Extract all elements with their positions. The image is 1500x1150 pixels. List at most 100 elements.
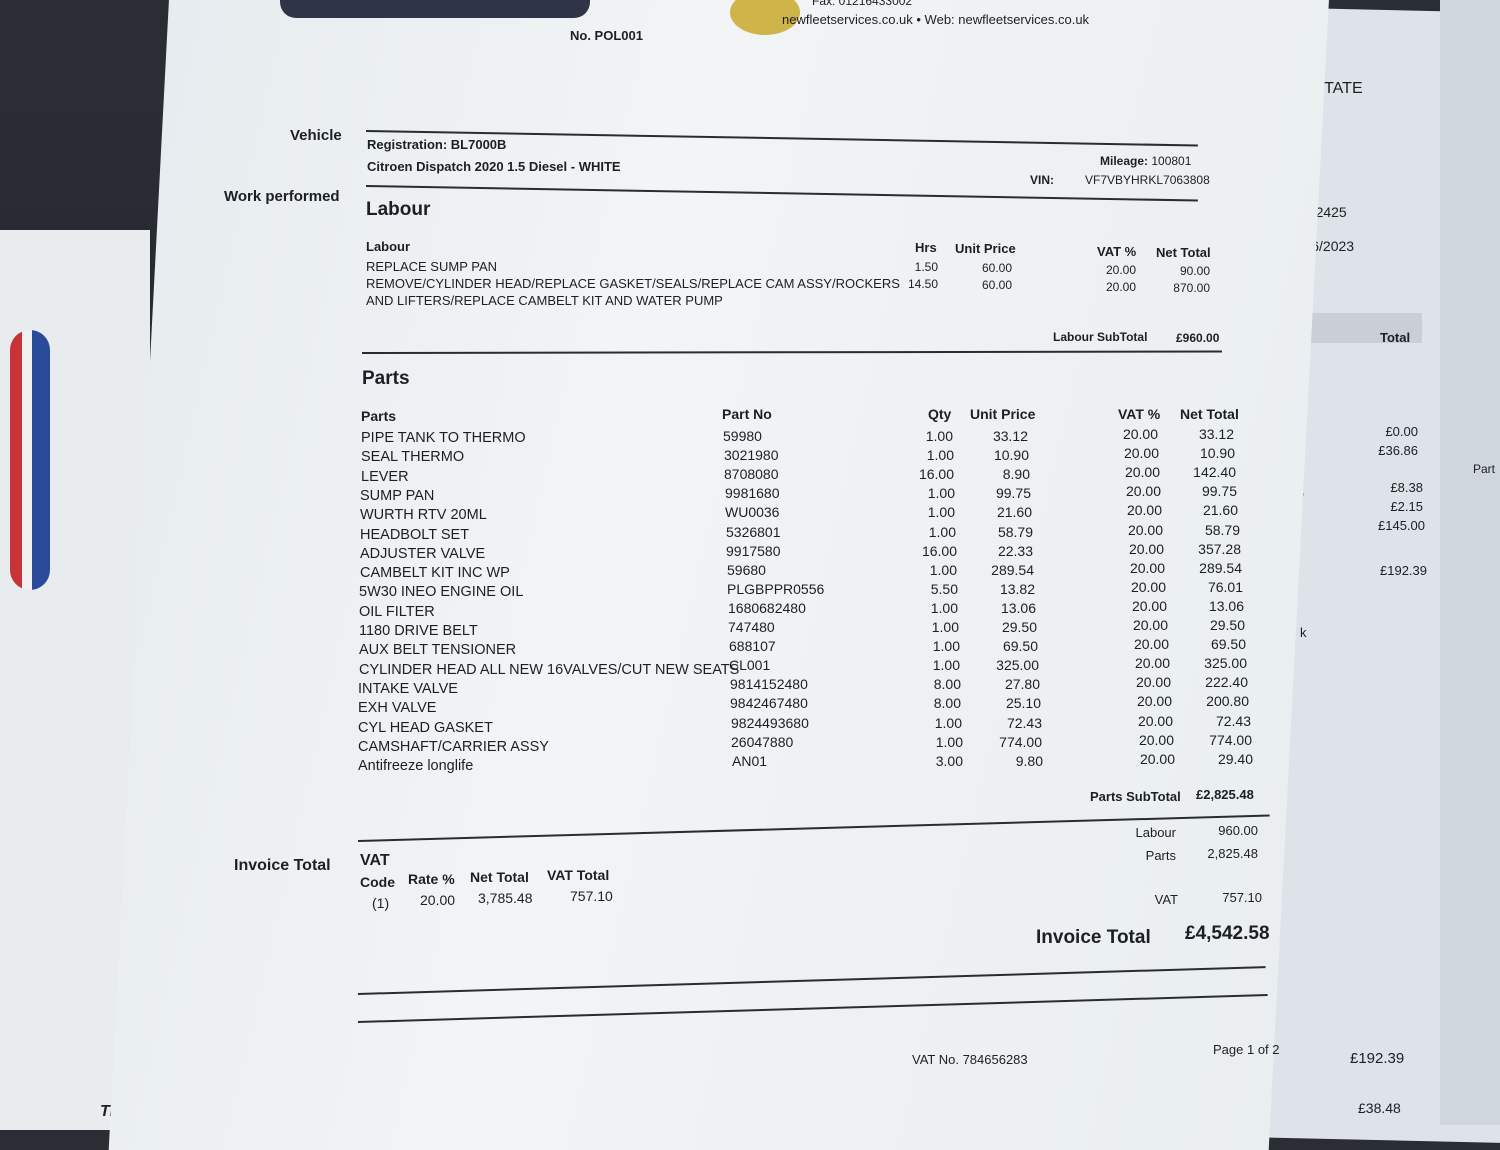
part-qty: 5.50 xyxy=(930,580,958,597)
vat-col-vat-total: VAT Total xyxy=(547,867,610,883)
vat-rate: 20.00 xyxy=(420,892,456,908)
labour-hours: 14.50 xyxy=(907,277,938,291)
part-number: 9814152480 xyxy=(730,676,808,693)
part-vat: 20.00 xyxy=(1125,483,1161,500)
part-name: 1180 DRIVE BELT xyxy=(359,623,478,639)
part-number: 5326801 xyxy=(726,523,781,540)
bg-fragment: k xyxy=(1300,625,1307,640)
part-qty: 8.00 xyxy=(933,695,961,712)
summary-vat-value: 757.10 xyxy=(1222,890,1262,905)
part-name: AUX BELT TENSIONER xyxy=(359,642,517,659)
labour-heading: Labour xyxy=(366,199,431,220)
labour-description: REMOVE/CYLINDER HEAD/REPLACE GASKET/SEAL… xyxy=(366,276,900,291)
part-unit-price: 325.00 xyxy=(996,657,1039,674)
vat-col-rate: Rate % xyxy=(408,871,455,887)
part-name: WURTH RTV 20ML xyxy=(360,507,487,524)
part-name: CYL HEAD GASKET xyxy=(358,719,493,736)
part-qty: 1.00 xyxy=(928,523,956,540)
labour-col-header: Net Total xyxy=(1156,245,1211,260)
parts-subtotal-value: £2,825.48 xyxy=(1196,787,1254,802)
part-number: 59980 xyxy=(723,428,762,444)
part-net-total: 142.40 xyxy=(1193,464,1236,481)
part-name: CAMSHAFT/CARRIER ASSY xyxy=(358,738,549,755)
part-vat: 20.00 xyxy=(1127,521,1163,538)
part-qty: 1.00 xyxy=(929,561,957,578)
summary-labour-label: Labour xyxy=(1135,825,1176,840)
part-number: 9824493680 xyxy=(731,714,809,731)
part-number: 1680682480 xyxy=(728,599,806,616)
part-vat: 20.00 xyxy=(1133,636,1169,653)
vat-col-code: Code xyxy=(360,874,395,890)
part-unit-price: 99.75 xyxy=(995,485,1031,502)
summary-labour-value: 960.00 xyxy=(1218,823,1258,838)
bg-total: £145.00 xyxy=(1378,518,1425,533)
part-unit-price: 774.00 xyxy=(999,733,1042,750)
labour-col-header: Hrs xyxy=(915,240,937,255)
part-number: PLGBPPR0556 xyxy=(727,580,825,597)
parts-col-header: Part No xyxy=(722,406,772,422)
part-unit-price: 289.54 xyxy=(991,561,1034,578)
labour-subtotal-value: £960.00 xyxy=(1176,331,1220,345)
vat-code: (1) xyxy=(372,895,390,911)
part-qty: 1.00 xyxy=(934,714,962,731)
part-vat: 20.00 xyxy=(1129,559,1165,576)
part-qty: 1.00 xyxy=(931,619,959,635)
bg-bottom-total: £192.39 xyxy=(1350,1050,1405,1067)
parts-subtotal-label: Parts SubTotal xyxy=(1090,789,1181,804)
part-unit-price: 13.06 xyxy=(1000,599,1036,616)
labour-net-total: 870.00 xyxy=(1173,281,1210,295)
part-qty: 1.00 xyxy=(932,638,960,655)
part-unit-price: 10.90 xyxy=(993,447,1029,464)
part-name: CAMBELT KIT INC WP xyxy=(360,565,510,582)
part-number: 9842467480 xyxy=(730,695,808,712)
registration: Registration: BL7000B xyxy=(367,137,507,152)
labour-unit-price: 60.00 xyxy=(981,261,1012,275)
part-number: 59680 xyxy=(727,561,766,578)
part-vat: 20.00 xyxy=(1122,426,1158,442)
labour-unit-price: 60.00 xyxy=(981,278,1012,292)
labour-net-total: 90.00 xyxy=(1179,264,1210,278)
part-qty: 8.00 xyxy=(933,676,961,693)
part-net-total: 72.43 xyxy=(1215,712,1251,729)
parts-col-header: Qty xyxy=(928,406,952,422)
part-number: 3021980 xyxy=(724,447,779,464)
labour-description: AND LIFTERS/REPLACE CAMBELT KIT AND WATE… xyxy=(366,293,723,308)
part-net-total: 289.54 xyxy=(1199,559,1242,576)
part-net-total: 222.40 xyxy=(1205,674,1248,691)
part-unit-price: 29.50 xyxy=(1001,619,1037,635)
part-unit-price: 72.43 xyxy=(1006,714,1042,731)
keyring xyxy=(730,0,800,35)
part-vat: 20.00 xyxy=(1126,502,1162,519)
labour-col-header: VAT % xyxy=(1097,244,1137,259)
bg-total: £0.00 xyxy=(1385,424,1418,439)
part-name: OIL FILTER xyxy=(359,603,435,620)
page-indicator: Page 1 of 2 xyxy=(1213,1042,1280,1057)
part-vat: 20.00 xyxy=(1134,655,1170,672)
part-vat: 20.00 xyxy=(1139,750,1175,767)
invoice-total-final-value: £4,542.58 xyxy=(1185,923,1270,944)
background-stripe xyxy=(10,330,50,590)
part-vat: 20.00 xyxy=(1132,617,1168,633)
part-unit-price: 13.82 xyxy=(999,580,1035,597)
part-unit-price: 33.12 xyxy=(992,428,1028,444)
part-vat: 20.00 xyxy=(1131,597,1167,614)
part-net-total: 21.60 xyxy=(1202,502,1238,519)
part-qty: 3.00 xyxy=(935,752,963,769)
parts-col-header: Net Total xyxy=(1180,406,1239,422)
part-number: WU0036 xyxy=(725,504,780,521)
vat-heading: VAT xyxy=(360,852,390,869)
part-vat: 20.00 xyxy=(1138,731,1174,748)
part-name: 5W30 INEO ENGINE OIL xyxy=(359,584,524,601)
labour-col-header: Unit Price xyxy=(955,241,1016,256)
part-unit-price: 27.80 xyxy=(1004,676,1040,693)
vehicle-label: Vehicle xyxy=(290,127,342,144)
part-net-total: 357.28 xyxy=(1198,540,1241,557)
part-unit-price: 69.50 xyxy=(1002,638,1038,655)
bg-total: £36.86 xyxy=(1378,443,1418,458)
part-qty: 1.00 xyxy=(926,447,954,464)
part-vat: 20.00 xyxy=(1128,540,1164,557)
vin-value: VF7VBYHRKL7063808 xyxy=(1085,173,1210,187)
invoice-total-label: Invoice Total xyxy=(234,857,331,874)
vat-number: VAT No. 784656283 xyxy=(912,1052,1028,1067)
part-unit-price: 58.79 xyxy=(997,523,1033,540)
